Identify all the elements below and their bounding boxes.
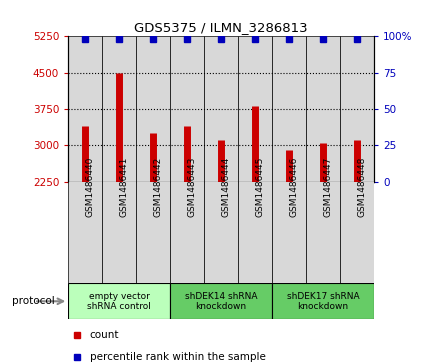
FancyBboxPatch shape: [170, 283, 272, 319]
FancyBboxPatch shape: [136, 182, 170, 283]
FancyBboxPatch shape: [102, 182, 136, 283]
FancyBboxPatch shape: [272, 283, 374, 319]
FancyBboxPatch shape: [102, 36, 136, 182]
Text: shDEK17 shRNA
knockdown: shDEK17 shRNA knockdown: [287, 291, 359, 311]
FancyBboxPatch shape: [306, 182, 340, 283]
Text: GSM1486444: GSM1486444: [221, 156, 230, 217]
FancyBboxPatch shape: [306, 36, 340, 182]
Text: GSM1486447: GSM1486447: [323, 156, 332, 217]
FancyBboxPatch shape: [170, 182, 204, 283]
FancyBboxPatch shape: [272, 36, 306, 182]
Title: GDS5375 / ILMN_3286813: GDS5375 / ILMN_3286813: [134, 21, 308, 34]
FancyBboxPatch shape: [272, 182, 306, 283]
FancyBboxPatch shape: [340, 182, 374, 283]
Text: GSM1486442: GSM1486442: [153, 156, 162, 217]
FancyBboxPatch shape: [204, 182, 238, 283]
Text: GSM1486445: GSM1486445: [255, 156, 264, 217]
Text: percentile rank within the sample: percentile rank within the sample: [90, 352, 265, 362]
Text: count: count: [90, 330, 119, 340]
FancyBboxPatch shape: [68, 182, 102, 283]
FancyBboxPatch shape: [136, 36, 170, 182]
Text: protocol: protocol: [12, 296, 55, 306]
FancyBboxPatch shape: [68, 283, 170, 319]
Text: GSM1486441: GSM1486441: [119, 156, 128, 217]
Text: GSM1486448: GSM1486448: [357, 156, 366, 217]
FancyBboxPatch shape: [238, 182, 272, 283]
Text: shDEK14 shRNA
knockdown: shDEK14 shRNA knockdown: [185, 291, 257, 311]
Text: GSM1486440: GSM1486440: [85, 156, 94, 217]
Text: GSM1486443: GSM1486443: [187, 156, 196, 217]
FancyBboxPatch shape: [204, 36, 238, 182]
FancyBboxPatch shape: [238, 36, 272, 182]
FancyBboxPatch shape: [170, 36, 204, 182]
FancyBboxPatch shape: [68, 36, 102, 182]
FancyBboxPatch shape: [340, 36, 374, 182]
Text: empty vector
shRNA control: empty vector shRNA control: [87, 291, 151, 311]
Text: GSM1486446: GSM1486446: [289, 156, 298, 217]
